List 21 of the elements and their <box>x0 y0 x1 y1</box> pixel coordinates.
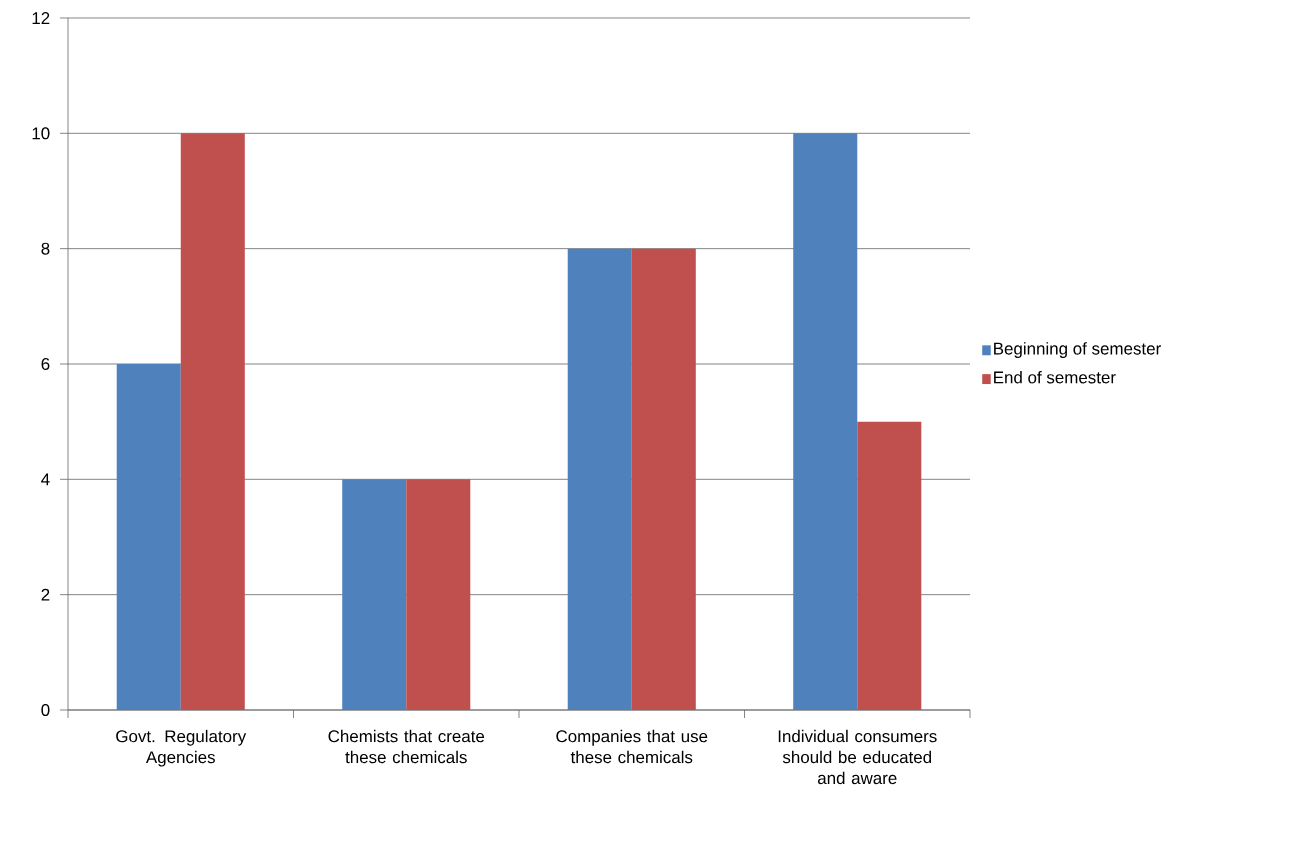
legend-label: Beginning of semester <box>994 342 1161 358</box>
y-tick-label: 12 <box>32 12 50 24</box>
y-tick-label: 0 <box>41 704 50 716</box>
bar <box>406 479 471 710</box>
legend-label: End of semester <box>994 370 1116 384</box>
y-tick-label: 4 <box>41 473 50 486</box>
y-tick-label: 2 <box>41 588 50 601</box>
bar <box>857 421 922 710</box>
x-tick-label: Companies that use these chemicals <box>556 729 708 764</box>
y-tick-label: 8 <box>41 242 50 255</box>
x-tick-label: Individual consumers should be educated and aware <box>778 729 937 785</box>
bar <box>631 248 696 710</box>
bar <box>793 133 858 710</box>
bar <box>180 133 245 710</box>
y-tick-label: 6 <box>41 357 50 370</box>
x-tick-label: Chemists that create these chemicals <box>328 729 485 764</box>
y-tick-label: 10 <box>32 127 50 140</box>
bar <box>342 479 407 710</box>
bar <box>116 363 181 710</box>
bar <box>567 248 632 710</box>
x-tick-label: Govt. Regulatory Agencies <box>116 729 247 767</box>
